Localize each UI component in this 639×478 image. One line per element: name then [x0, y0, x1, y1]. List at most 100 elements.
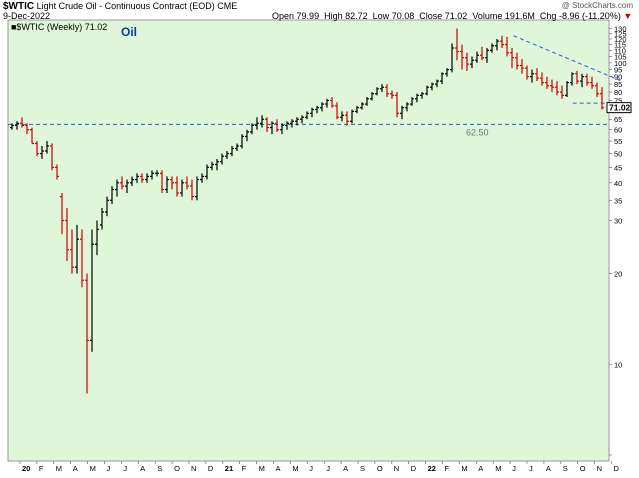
ohlc-bar — [245, 129, 249, 142]
x-tick-label: F — [445, 464, 450, 473]
ohlc-bar — [210, 161, 214, 171]
ohlc-bar — [575, 70, 579, 85]
ohlc-bar — [560, 85, 564, 99]
ohlc-bar — [155, 170, 159, 177]
x-tick-label: J — [123, 464, 127, 473]
y-tick-label: 95 — [614, 66, 622, 75]
ohlc-bar — [85, 273, 89, 394]
ohlc-bar — [125, 179, 129, 193]
ohlc-bar — [505, 36, 509, 57]
exchange: CME — [217, 1, 238, 11]
ohlc-bar — [120, 176, 124, 190]
y-tick-label: 50 — [614, 150, 622, 159]
y-tick-label: 75 — [614, 97, 622, 106]
ohlc-bar — [45, 141, 49, 154]
chart-legend: ■$WTIC (Weekly) 71.02 — [11, 22, 107, 32]
x-tick-label: J — [326, 464, 330, 473]
downtrend-line — [513, 35, 622, 82]
ohlc-bar — [10, 123, 14, 130]
ohlc-bar — [390, 90, 394, 99]
ohlc-bar — [535, 68, 539, 82]
ohlc-bar — [55, 164, 59, 180]
ohlc-bar — [255, 117, 259, 130]
y-tick-label: 105 — [614, 52, 627, 61]
x-tick-label: O — [580, 464, 586, 473]
x-tick-label: S — [563, 464, 568, 473]
plot-background — [7, 19, 610, 462]
y-tick-label: 40 — [614, 179, 622, 188]
ohlc-bar — [550, 79, 554, 93]
x-tick-label: J — [107, 464, 111, 473]
ohlc-bar — [260, 115, 264, 128]
y-axis: 1020303540455055606570758085909510010511… — [609, 25, 627, 456]
ohlc-bar — [230, 145, 234, 157]
x-tick-label: M — [461, 464, 467, 473]
ohlc-bar — [290, 119, 294, 128]
ohlc-bar — [90, 229, 94, 352]
ohlc-bar — [335, 102, 339, 120]
ohlc-bar — [275, 119, 279, 132]
ohlc-bar — [435, 79, 439, 88]
ohlc-bar — [15, 121, 19, 130]
ohlc-bar — [195, 176, 199, 201]
chart-date: 9-Dec-2022 — [3, 11, 51, 21]
ohlc-bar — [135, 173, 139, 183]
ohlc-bar — [370, 92, 374, 101]
x-tick-label: F — [39, 464, 44, 473]
ohlc-bar — [170, 176, 174, 190]
ohlc-bar — [40, 145, 44, 159]
ohlc-bar — [565, 81, 569, 98]
y-tick-label: 10 — [614, 360, 622, 369]
ohlc-bar — [500, 35, 504, 49]
x-axis: 20 F M A M J J A S O N D 21 F M A M J J A S O N D 22 F M A M J J A S O N D — [19, 461, 620, 473]
symbol: $WTIC — [3, 1, 35, 12]
x-tick-label: N — [597, 464, 602, 473]
ohlc-bar — [320, 102, 324, 112]
ohlc-bar — [330, 97, 334, 108]
ohlc-bar — [405, 102, 409, 112]
x-tick-label: F — [242, 464, 247, 473]
x-tick-label: M — [495, 464, 501, 473]
y-tick-label: 120 — [614, 35, 627, 44]
ohlc-bar — [470, 56, 474, 69]
ohlc-bar — [200, 173, 204, 183]
y-tick-label: 115 — [614, 41, 626, 50]
ohlc-bar — [165, 176, 169, 193]
ohlc-bar — [235, 143, 239, 151]
x-tick-label: D — [411, 464, 417, 473]
ohlc-bar — [190, 179, 194, 201]
ohlc-bar — [425, 85, 429, 96]
ohlc-bar — [185, 176, 189, 190]
x-tick-label: 20 — [22, 464, 30, 473]
ohlc-bar — [585, 73, 589, 86]
ohlc-bar — [240, 134, 244, 149]
ohlc-bar — [490, 43, 494, 53]
ohlc-bar — [350, 109, 354, 124]
y-tick-label: 30 — [614, 216, 622, 225]
ohlc-bar — [455, 28, 459, 61]
x-tick-label: 22 — [428, 464, 436, 473]
ohlc-bar — [70, 229, 74, 274]
ohlc-summary: Open 79.99 High 82.72 Low 70.08 Close 71… — [272, 11, 633, 21]
ohlc-bar — [395, 92, 399, 118]
ohlc-bar — [115, 179, 119, 197]
ohlc-bar — [430, 82, 434, 91]
ohlc-bar — [175, 176, 179, 197]
ohlc-bar — [35, 141, 39, 157]
ohlc-bar — [385, 84, 389, 98]
ohlc-bar — [570, 72, 574, 86]
ohlc-bar — [130, 176, 134, 187]
ohlc-bar — [420, 92, 424, 99]
ohlc-bar — [145, 173, 149, 183]
ohlc-bar — [325, 98, 329, 108]
ohlc-bar — [205, 164, 209, 180]
ohlc-bar — [110, 186, 114, 205]
ohlc-bar — [355, 105, 359, 114]
ohlc-bar — [160, 170, 164, 193]
x-tick-label: O — [377, 464, 383, 473]
ohlc-bar — [280, 123, 284, 135]
x-tick-label: A — [546, 464, 551, 473]
ohlc-bar — [600, 87, 604, 110]
x-tick-label: M — [56, 464, 62, 473]
